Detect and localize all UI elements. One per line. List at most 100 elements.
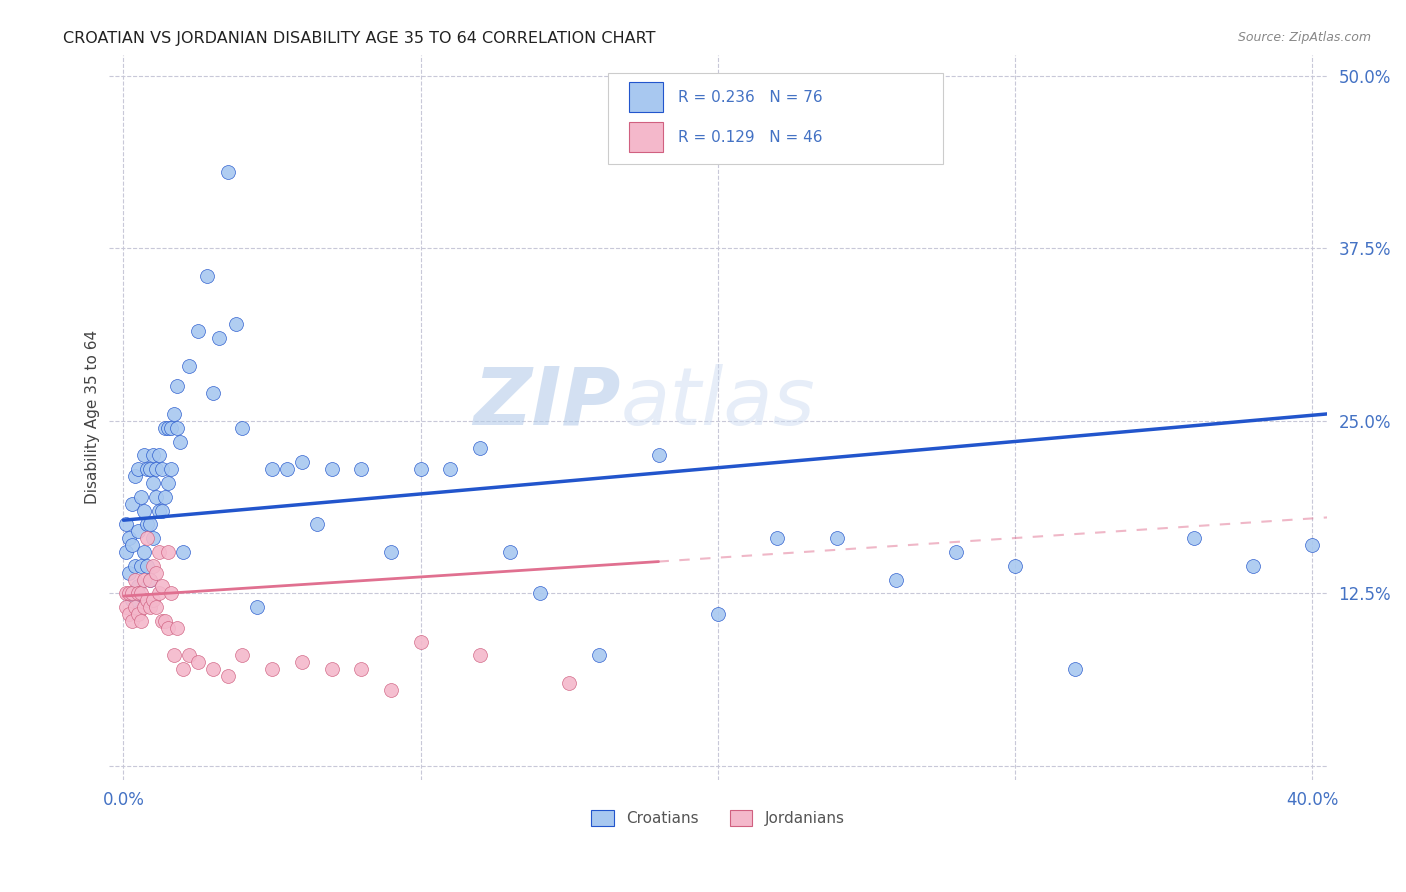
Point <box>291 656 314 670</box>
Point <box>124 573 146 587</box>
Point <box>1301 538 1323 552</box>
Point <box>136 517 159 532</box>
Point <box>118 531 141 545</box>
Point <box>136 593 159 607</box>
Point <box>195 268 218 283</box>
FancyBboxPatch shape <box>609 73 943 164</box>
Point <box>766 531 789 545</box>
Point <box>160 586 183 600</box>
Point <box>246 600 269 615</box>
Point <box>134 600 156 615</box>
Point <box>131 490 153 504</box>
Point <box>499 545 522 559</box>
Point <box>124 600 146 615</box>
Point <box>157 475 180 490</box>
Point <box>142 448 165 462</box>
Point <box>139 600 162 615</box>
Point <box>142 593 165 607</box>
Point <box>217 669 239 683</box>
Point <box>647 448 669 462</box>
Point <box>166 421 188 435</box>
Point <box>276 462 298 476</box>
Point <box>118 566 141 580</box>
Point <box>134 448 156 462</box>
Point <box>136 462 159 476</box>
FancyBboxPatch shape <box>628 82 664 112</box>
Point <box>157 545 180 559</box>
Point <box>707 607 730 621</box>
Point <box>945 545 967 559</box>
Legend: Croatians, Jordanians: Croatians, Jordanians <box>591 810 845 826</box>
Text: CROATIAN VS JORDANIAN DISABILITY AGE 35 TO 64 CORRELATION CHART: CROATIAN VS JORDANIAN DISABILITY AGE 35 … <box>63 31 655 46</box>
Point <box>153 490 176 504</box>
Point <box>163 648 186 663</box>
Text: ZIP: ZIP <box>472 364 620 442</box>
Point <box>134 503 156 517</box>
Point <box>1004 558 1026 573</box>
Point <box>350 662 373 676</box>
Point <box>148 545 170 559</box>
Point <box>177 359 200 373</box>
Point <box>127 462 149 476</box>
Point <box>207 331 229 345</box>
Point <box>150 614 173 628</box>
Point <box>115 517 138 532</box>
Point <box>321 462 343 476</box>
Point <box>439 462 461 476</box>
Point <box>115 600 138 615</box>
Point <box>127 524 149 539</box>
Point <box>150 462 173 476</box>
FancyBboxPatch shape <box>628 122 664 153</box>
Point <box>118 607 141 621</box>
Point <box>139 573 162 587</box>
Point <box>148 448 170 462</box>
Point <box>142 475 165 490</box>
Point <box>350 462 373 476</box>
Text: R = 0.236   N = 76: R = 0.236 N = 76 <box>678 90 823 104</box>
Point <box>187 656 209 670</box>
Point <box>201 662 224 676</box>
Point <box>121 538 143 552</box>
Point <box>142 531 165 545</box>
Point <box>118 586 141 600</box>
Point <box>157 421 180 435</box>
Point <box>124 469 146 483</box>
Point <box>148 503 170 517</box>
Point <box>1182 531 1205 545</box>
Text: R = 0.129   N = 46: R = 0.129 N = 46 <box>678 129 823 145</box>
Point <box>231 421 253 435</box>
Point <box>884 573 907 587</box>
Point <box>150 503 173 517</box>
Point <box>825 531 848 545</box>
Point <box>588 648 610 663</box>
Point <box>134 545 156 559</box>
Point <box>131 614 153 628</box>
Point <box>470 442 492 456</box>
Point <box>558 676 581 690</box>
Point <box>380 545 402 559</box>
Point <box>380 682 402 697</box>
Point <box>166 621 188 635</box>
Point <box>225 317 247 331</box>
Point <box>177 648 200 663</box>
Point <box>131 558 153 573</box>
Point <box>172 662 194 676</box>
Point <box>145 490 167 504</box>
Point <box>160 421 183 435</box>
Point <box>163 407 186 421</box>
Point <box>1063 662 1085 676</box>
Text: Source: ZipAtlas.com: Source: ZipAtlas.com <box>1237 31 1371 45</box>
Point <box>139 462 162 476</box>
Point <box>150 579 173 593</box>
Point <box>121 497 143 511</box>
Point <box>231 648 253 663</box>
Point <box>217 165 239 179</box>
Point <box>262 662 284 676</box>
Point <box>136 558 159 573</box>
Point <box>153 421 176 435</box>
Point <box>121 586 143 600</box>
Point <box>470 648 492 663</box>
Point <box>134 573 156 587</box>
Point <box>291 455 314 469</box>
Point <box>115 545 138 559</box>
